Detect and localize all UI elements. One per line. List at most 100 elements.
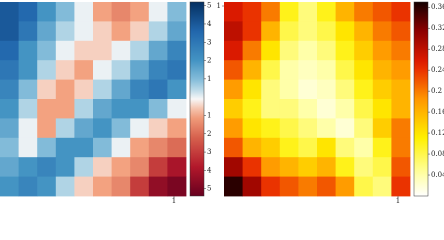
heatmap-cell [242,79,262,100]
heatmap-cell [148,118,168,139]
heatmap-cell [391,2,411,22]
heatmap-cell [0,176,19,197]
heatmap-cell [298,2,318,22]
heatmap-cell [55,60,75,80]
heatmap-cell [55,79,75,100]
heatmap-cell [130,21,150,42]
heatmap-cell [93,60,112,80]
heatmap-cell [391,137,411,158]
heatmap-cell [261,176,281,197]
heatmap-cell [261,60,281,80]
heatmap-cell [55,118,75,139]
heatmap-cell [261,2,281,22]
heatmap-cell [261,118,281,139]
heatmap-cell [74,157,94,177]
heatmap-cell [0,21,19,42]
heatmap-cell [279,118,299,139]
heatmap-cell [148,60,168,80]
heatmap-cell [74,40,94,61]
heatmap-cell [111,21,131,42]
heatmap-cell [130,40,150,61]
heatmap-cell [279,137,299,158]
heatmap-cell [298,40,318,61]
colorbar-tick-label: 0.04 [431,171,444,179]
heatmap-cell [93,2,112,22]
colorbar [189,1,205,197]
heatmap-cell [37,137,57,158]
heatmap-cell [18,99,38,119]
heatmap-cell [74,21,94,42]
heatmap-cell [37,118,57,139]
heatmap-cell [391,99,411,119]
heatmap-cell [74,2,94,22]
heatmap-cell [148,99,168,119]
heatmap-cell [391,60,411,80]
colorbar-tick-label: 3 [207,148,211,156]
colorbar-tick-label: 4 [207,20,212,28]
heatmap-cell [317,118,336,139]
heatmap-cell [55,40,75,61]
heatmap-cell [279,176,299,197]
heatmap-cell [55,99,75,119]
heatmap-cell [148,2,168,22]
heatmap-cell [372,21,392,42]
heatmap-cell [93,176,112,197]
heatmap-cell [242,118,262,139]
heatmap-cell [130,99,150,119]
heatmap-cell [391,79,411,100]
heatmap-cell [261,21,281,42]
heatmap-cell [0,79,19,100]
heatmap-cell [354,137,374,158]
heatmap-cell [242,2,262,22]
heatmap-cell [167,40,187,61]
heatmap-cell [298,79,318,100]
heatmap-cell [354,40,374,61]
colorbar-tick-label: 0.08 [431,150,444,158]
heatmap-cell [167,118,187,139]
heatmap-cell [111,60,131,80]
heatmap-cell [372,60,392,80]
colorbar-tick-label: 1 [207,111,211,119]
heatmap-cell [130,2,150,22]
heatmap-cell [111,40,131,61]
colorbar [413,1,429,197]
heatmap-cell [317,157,336,177]
heatmap-cell [74,60,94,80]
heatmap-cell [111,176,131,197]
heatmap-cell [55,176,75,197]
heatmap-cell [93,99,112,119]
heatmap-cell [298,118,318,139]
heatmap-cell [37,2,57,22]
heatmap-cell [55,157,75,177]
heatmap-cell [18,118,38,139]
heatmap-cell [279,21,299,42]
heatmap-cell [298,99,318,119]
heatmap-cell [0,40,19,61]
heatmap-cell [279,157,299,177]
heatmap-cell [37,157,57,177]
heatmap-cell [391,118,411,139]
heatmap-cell [335,137,355,158]
heatmap-cell [279,60,299,80]
colorbar-tick-label: 2 [207,57,211,65]
heatmap-cell [167,99,187,119]
heatmap-cell [37,79,57,100]
colorbar-tick-label: 0.2 [431,87,442,95]
heatmap-cell [335,79,355,100]
heatmap-cell [0,60,19,80]
heatmap-cell [148,79,168,100]
heatmap-cell [372,137,392,158]
heatmap-cell [298,21,318,42]
heatmap-cell [18,137,38,158]
heatmap-cell [335,118,355,139]
heatmap-cell [298,60,318,80]
heatmap-cell [167,137,187,158]
heatmap-cell [335,40,355,61]
figure: 543211234510.040.080.120.160.20.240.280.… [0,1,444,204]
heatmap-cell [242,99,262,119]
heatmap-cell [167,176,187,197]
heatmap-cell [167,60,187,80]
heatmap-cell [261,137,281,158]
heatmap-cell [111,2,131,22]
heatmap-cell [317,60,336,80]
